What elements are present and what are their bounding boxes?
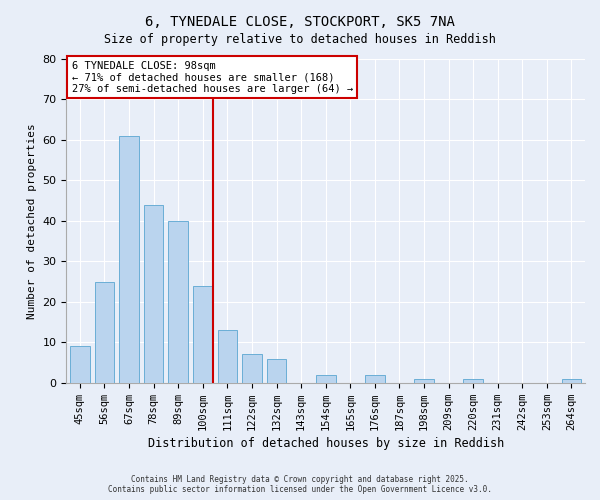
Bar: [316, 374, 335, 383]
X-axis label: Distribution of detached houses by size in Reddish: Distribution of detached houses by size …: [148, 437, 504, 450]
Bar: [169, 221, 188, 383]
Bar: [119, 136, 139, 383]
Bar: [218, 330, 237, 383]
Bar: [463, 379, 483, 383]
Bar: [193, 286, 212, 383]
Y-axis label: Number of detached properties: Number of detached properties: [27, 123, 37, 319]
Bar: [267, 358, 286, 383]
Text: 6, TYNEDALE CLOSE, STOCKPORT, SK5 7NA: 6, TYNEDALE CLOSE, STOCKPORT, SK5 7NA: [145, 15, 455, 29]
Bar: [414, 379, 434, 383]
Bar: [365, 374, 385, 383]
Bar: [144, 204, 163, 383]
Bar: [242, 354, 262, 383]
Text: 6 TYNEDALE CLOSE: 98sqm
← 71% of detached houses are smaller (168)
27% of semi-d: 6 TYNEDALE CLOSE: 98sqm ← 71% of detache…: [71, 60, 353, 94]
Text: Size of property relative to detached houses in Reddish: Size of property relative to detached ho…: [104, 32, 496, 46]
Bar: [562, 379, 581, 383]
Text: Contains HM Land Registry data © Crown copyright and database right 2025.
Contai: Contains HM Land Registry data © Crown c…: [108, 474, 492, 494]
Bar: [70, 346, 90, 383]
Bar: [95, 282, 115, 383]
